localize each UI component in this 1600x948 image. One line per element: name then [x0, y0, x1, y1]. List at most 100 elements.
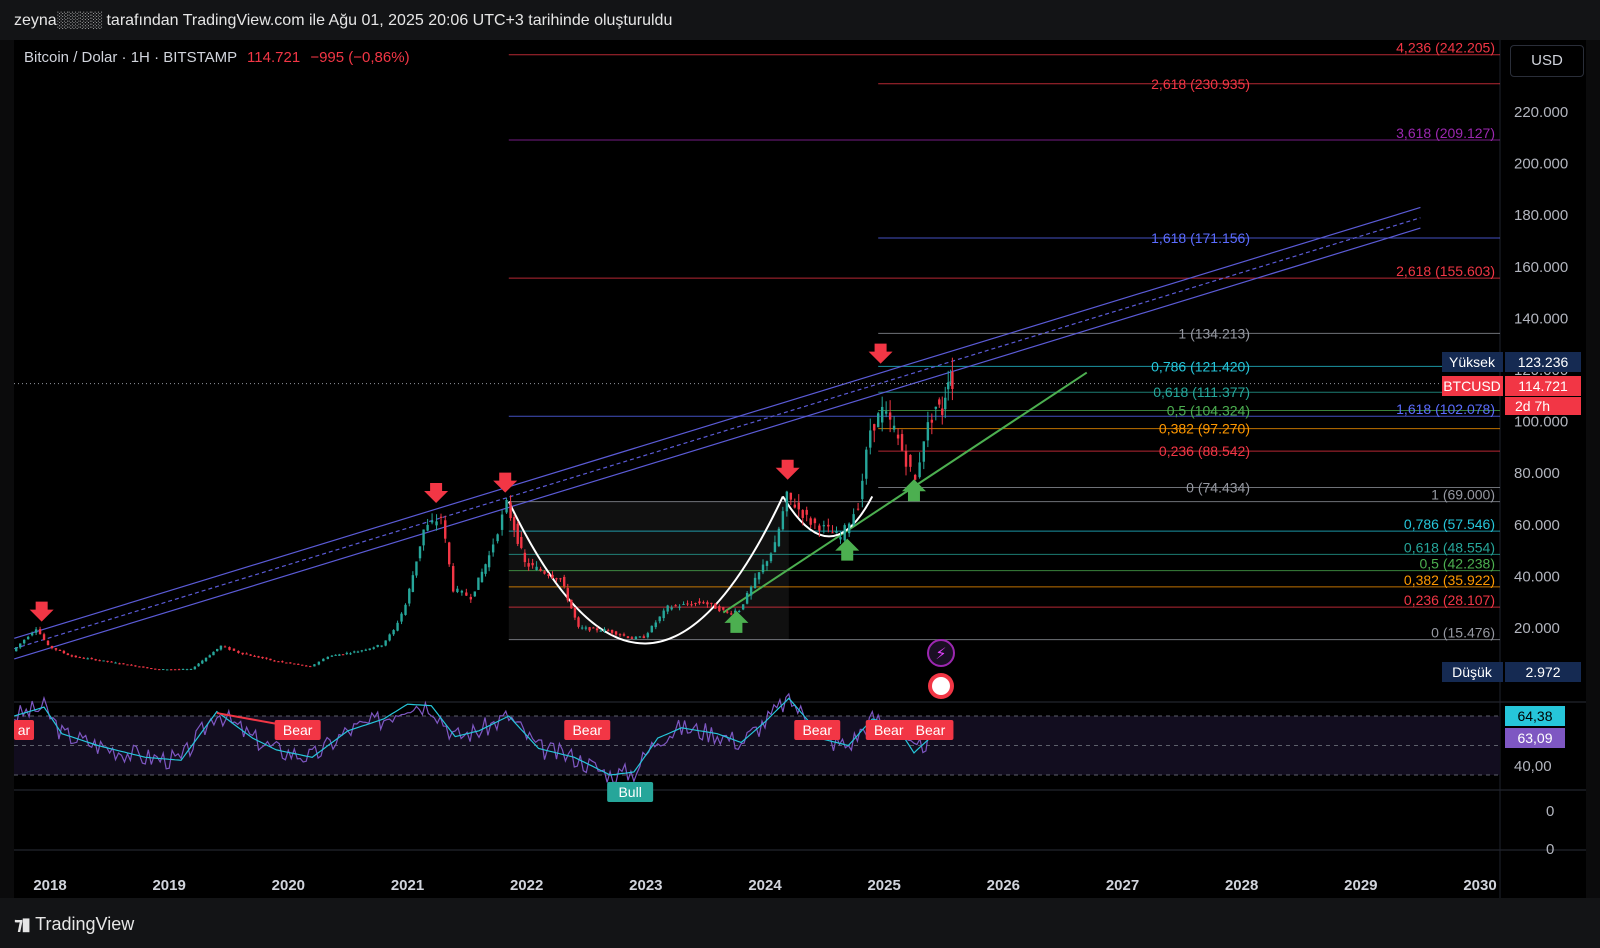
candle — [126, 664, 129, 666]
candle — [566, 588, 569, 601]
candle — [551, 574, 554, 579]
signal-label-bg — [607, 782, 654, 802]
candle — [773, 542, 777, 553]
lightning-event-icon[interactable] — [927, 639, 955, 667]
up-arrow-icon — [724, 610, 749, 633]
candle — [293, 663, 296, 665]
candle — [338, 654, 341, 656]
candle — [539, 568, 542, 571]
candle — [118, 663, 121, 665]
candle — [918, 462, 921, 478]
signal-label: Bear — [572, 722, 602, 738]
candle — [422, 529, 425, 546]
candle — [289, 662, 292, 664]
high-badge-value: 123.236 — [1518, 354, 1569, 370]
fib-1-label: 1 (69.000) — [1431, 487, 1495, 503]
brand[interactable]: ⁊▮ TradingView — [14, 914, 134, 935]
candle — [411, 575, 415, 592]
candle — [142, 666, 145, 668]
candle — [638, 636, 642, 638]
candle — [451, 566, 455, 592]
candle — [62, 651, 66, 654]
candle — [277, 661, 280, 663]
candle — [861, 480, 864, 500]
channel-line[interactable] — [14, 227, 1421, 660]
x-tick-label: 2023 — [629, 877, 662, 894]
caption-text: zeyna░░░░ tarafından TradingView.com ile… — [14, 12, 673, 29]
candle — [769, 553, 773, 562]
candle — [228, 647, 231, 650]
candle — [273, 660, 276, 662]
fib-1-label: 0 (15.476) — [1431, 625, 1495, 641]
separator-dot: · — [154, 49, 164, 66]
candle — [749, 586, 753, 596]
candle — [360, 650, 364, 652]
candle — [297, 663, 300, 665]
bear-divergence-line — [216, 712, 283, 726]
fib-1-label: 0,786 (57.546) — [1404, 516, 1495, 532]
candle — [253, 655, 256, 657]
candle — [418, 546, 422, 559]
fib-1-label: 0,618 (48.554) — [1404, 539, 1495, 555]
candle — [257, 656, 260, 658]
candle — [460, 590, 464, 593]
brand-name: TradingView — [35, 914, 135, 934]
signal-label: Bear — [874, 722, 904, 738]
channel-line[interactable] — [14, 206, 1421, 639]
candle — [78, 657, 81, 659]
symbol-header: Bitcoin / Dolar · 1H · BITSTAMP 114.721 … — [24, 49, 410, 66]
x-tick-label: 2020 — [272, 877, 305, 894]
cup-curve[interactable] — [507, 495, 784, 645]
candle — [527, 563, 530, 567]
rsi-band — [14, 716, 1500, 775]
candle — [607, 630, 610, 632]
y-tick-label: 220.000 — [1514, 104, 1568, 121]
candle — [185, 669, 189, 671]
handle-curve[interactable] — [782, 495, 874, 538]
candle — [122, 663, 125, 665]
candle — [435, 521, 438, 526]
candle — [42, 634, 46, 640]
candle — [618, 634, 622, 636]
candle — [741, 604, 745, 610]
candle — [599, 630, 602, 632]
candle — [710, 602, 713, 604]
candle — [809, 518, 812, 525]
signal-label-bg — [907, 720, 954, 740]
x-tick-label: 2030 — [1463, 877, 1496, 894]
candle — [722, 607, 725, 610]
down-arrow-icon — [424, 483, 449, 503]
candle — [308, 666, 312, 668]
candle — [86, 658, 89, 660]
y-tick-label: 200.000 — [1514, 156, 1568, 173]
signal-label: Bull — [618, 784, 641, 800]
rsi-ma-value-bg — [1505, 706, 1565, 726]
rsi-ma-line — [14, 697, 951, 776]
candle — [480, 571, 484, 583]
candle — [212, 651, 215, 656]
symbol-name[interactable]: Bitcoin / Dolar — [24, 49, 118, 66]
candle — [909, 454, 912, 467]
candle — [90, 658, 93, 660]
candle — [448, 542, 451, 565]
candle — [408, 588, 411, 604]
current-badge-label: BTCUSD — [1443, 378, 1501, 394]
tradingview-logo-icon: ⁊▮ — [14, 914, 31, 934]
candle — [444, 520, 447, 539]
candle — [110, 661, 113, 663]
candle — [670, 607, 673, 610]
channel-line[interactable] — [14, 217, 1421, 650]
candle — [70, 655, 74, 657]
x-tick-label: 2028 — [1225, 877, 1258, 894]
currency-button[interactable]: USD — [1510, 45, 1584, 77]
candle — [831, 532, 834, 534]
candle — [944, 397, 947, 410]
candle — [839, 537, 842, 540]
symbol-interval[interactable]: 1H — [130, 49, 150, 66]
trend-line[interactable] — [722, 371, 1088, 614]
candle — [154, 668, 157, 670]
candle — [245, 653, 248, 655]
candle — [285, 662, 288, 664]
candle — [384, 640, 387, 646]
